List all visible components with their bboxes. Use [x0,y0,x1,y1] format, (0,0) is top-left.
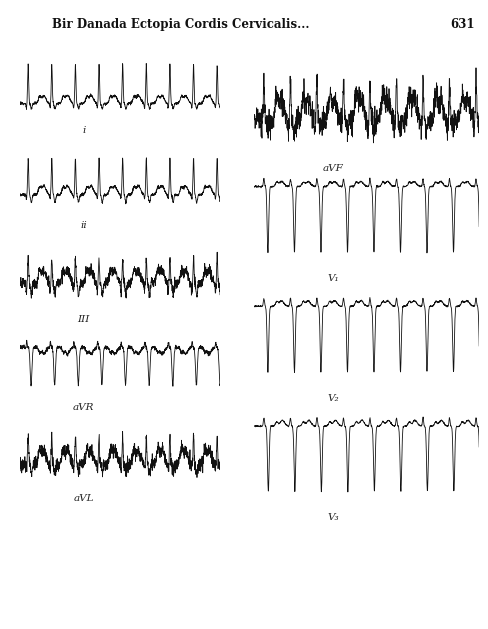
Text: V₂: V₂ [326,394,338,403]
Text: ii: ii [80,221,87,230]
Text: aVL: aVL [73,494,94,503]
Text: i: i [82,126,85,135]
Text: Bir Danada Ectopia Cordis Cervicalis...: Bir Danada Ectopia Cordis Cervicalis... [52,18,309,31]
Text: III: III [78,315,90,324]
Text: aVF: aVF [322,164,343,173]
Text: V₃: V₃ [326,513,338,522]
Text: aVR: aVR [73,403,94,412]
Text: 631: 631 [449,18,473,31]
Text: V₁: V₁ [326,274,338,283]
